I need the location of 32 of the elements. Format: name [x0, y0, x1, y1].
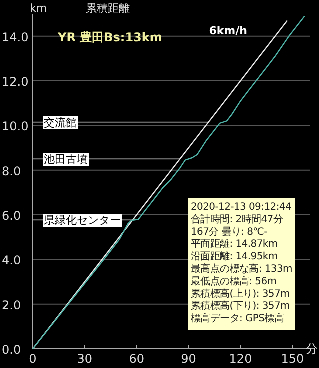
- ref-line-label: 交流館: [44, 116, 77, 130]
- x-tick-label: 150: [281, 352, 304, 366]
- y-tick-label: 2.0: [2, 298, 22, 312]
- y-tick-label: 6.0: [2, 209, 22, 223]
- chart-title: 累積距離: [86, 2, 130, 15]
- y-tick-label: 12.0: [2, 75, 29, 89]
- annotation: 沿面距離: 14.95km: [191, 250, 278, 263]
- x-tick-label: 30: [77, 352, 93, 366]
- y-tick-label: 0.0: [2, 343, 22, 357]
- y-tick-label: 8.0: [2, 164, 22, 178]
- ref-line-label: 池田古墳: [44, 153, 88, 166]
- annotation: 累積標高(下り): 357m: [191, 300, 290, 312]
- y-tick-label: 10.0: [2, 120, 29, 134]
- annotation: 平面距離: 14.87km: [191, 238, 278, 250]
- annotation: 累積標高(上り): 357m: [191, 288, 290, 300]
- series-label: 6km/h: [209, 24, 248, 38]
- y-tick-label: 14.0: [2, 30, 29, 44]
- annotation: 最低点の標高: 56m: [191, 275, 277, 288]
- x-tick-label: 120: [229, 352, 252, 366]
- y-axis-title: km: [30, 2, 48, 15]
- annotation: 最高点の標な高: 133m: [191, 263, 292, 275]
- x-tick-label: 60: [129, 352, 145, 366]
- x-axis-title: 分: [306, 342, 318, 356]
- text: YR 豊田Bs:13km: [57, 30, 162, 44]
- annotation: 2020-12-13 09:12:44: [191, 202, 292, 213]
- x-tick-label: 90: [181, 352, 196, 366]
- y-tick-label: 4.0: [2, 254, 22, 268]
- annotation: 167分 曇り: 8℃-: [191, 226, 268, 238]
- annotation: 標高データ: GPS標高: [191, 312, 284, 325]
- x-tick-label: 0: [29, 352, 37, 366]
- ref-line-label: 県緑化センター: [44, 214, 121, 228]
- annotation: 合計時間: 2時間47分: [191, 213, 284, 226]
